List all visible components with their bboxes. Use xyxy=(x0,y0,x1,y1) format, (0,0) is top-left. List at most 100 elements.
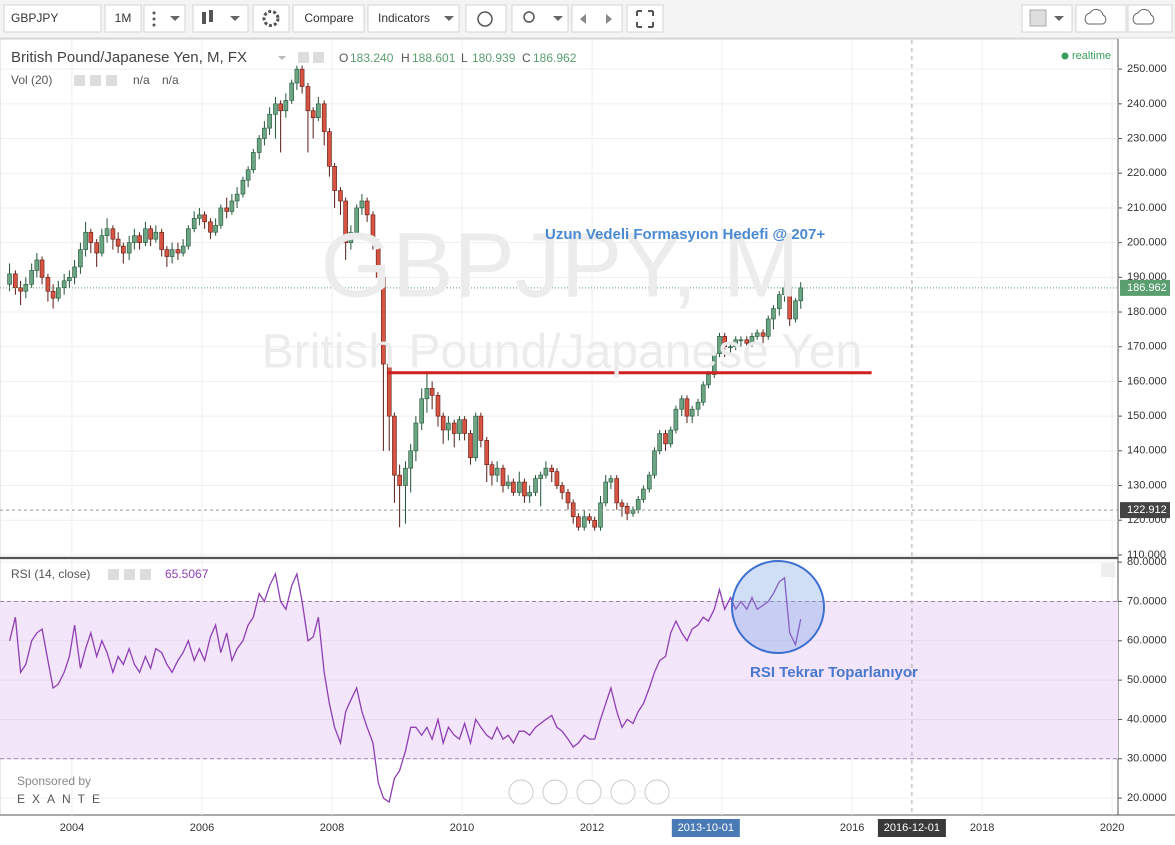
candle-body xyxy=(327,131,332,167)
y-tick-label: 170.000 xyxy=(1127,341,1167,353)
indicators[interactable]: Indicators xyxy=(378,11,430,25)
candle-body xyxy=(440,415,446,431)
candle-body xyxy=(771,308,776,320)
candle-body xyxy=(88,231,94,243)
save-button[interactable] xyxy=(1127,4,1173,33)
candle-body xyxy=(565,492,571,504)
ohlc-name: C xyxy=(522,51,531,65)
candle-body xyxy=(164,249,170,257)
y-tick-label: 240.000 xyxy=(1127,98,1167,110)
candle-body xyxy=(505,481,511,486)
y-tick-label: 60.0000 xyxy=(1127,635,1167,647)
candle-body xyxy=(663,433,668,445)
candle-body xyxy=(392,415,397,476)
candle-body xyxy=(598,502,603,528)
undo-redo[interactable] xyxy=(571,4,623,33)
candle-body xyxy=(251,152,256,171)
candle-body xyxy=(500,467,506,486)
candle-body xyxy=(489,464,495,476)
candle-body xyxy=(191,218,197,230)
rsi-band xyxy=(0,601,1118,759)
candle-body xyxy=(711,353,717,375)
candle-body xyxy=(549,467,555,472)
y-tick-label: 110.000 xyxy=(1127,549,1166,561)
rsi-value: 65.5067 xyxy=(165,567,209,581)
watermark: GBPJPY, M xyxy=(321,214,800,316)
candle-body xyxy=(316,103,321,119)
y-tick-label: 160.000 xyxy=(1127,375,1167,387)
candle-body xyxy=(587,516,592,521)
candle-body xyxy=(332,166,337,191)
candle-body xyxy=(646,474,652,490)
volume-value: n/a xyxy=(133,73,150,87)
candle-body xyxy=(652,450,657,476)
candle-body xyxy=(538,474,543,479)
x-tick-label: 2008 xyxy=(320,822,344,834)
settings-button[interactable] xyxy=(252,4,290,33)
candle-body xyxy=(457,419,462,434)
candle-body xyxy=(468,433,473,459)
maximize-button[interactable] xyxy=(1101,563,1115,577)
y-tick-label: 150.000 xyxy=(1127,410,1167,422)
candle-body xyxy=(451,422,457,434)
symbol-box[interactable] xyxy=(3,4,102,33)
candle-body xyxy=(429,388,435,396)
ohlc-value: 188.601 xyxy=(412,51,456,65)
candle-body xyxy=(240,179,246,195)
interval-box[interactable] xyxy=(104,4,142,33)
candle-body xyxy=(18,287,23,292)
nav-buttons[interactable] xyxy=(508,779,670,805)
candle-body xyxy=(267,113,272,129)
candle-body xyxy=(386,363,392,417)
interval[interactable]: 1M xyxy=(115,11,132,25)
x-tick-label: 2018 xyxy=(970,822,994,834)
candle-body xyxy=(673,408,679,431)
candle-body xyxy=(754,332,760,337)
candle-body xyxy=(115,238,121,247)
symbol[interactable]: GBPJPY xyxy=(11,11,58,25)
candle-body xyxy=(722,336,727,348)
candle-body xyxy=(137,235,142,243)
ohlc-name: H xyxy=(401,51,410,65)
load-button[interactable] xyxy=(1075,4,1127,33)
compare-button[interactable] xyxy=(292,4,365,33)
candle-body xyxy=(39,259,45,278)
candle-body xyxy=(61,280,67,289)
chart-style-button[interactable] xyxy=(192,4,249,33)
ohlc-name: L xyxy=(461,51,468,65)
candle-body xyxy=(760,332,766,337)
candle-body xyxy=(375,242,381,278)
compare[interactable]: Compare xyxy=(304,11,354,25)
candle-body xyxy=(197,214,202,219)
x-tick-label: 2020 xyxy=(1100,822,1124,834)
candle-body xyxy=(126,242,132,254)
fullscreen-button[interactable] xyxy=(626,4,664,33)
menu-button[interactable] xyxy=(143,4,186,33)
candle-body xyxy=(689,408,695,417)
candle-body xyxy=(522,481,527,497)
candle-body xyxy=(381,277,386,365)
y-tick-label: 20.0000 xyxy=(1127,792,1167,804)
x-tick-label: 2004 xyxy=(60,822,84,834)
volume-label: Vol (20) xyxy=(11,73,52,87)
candle-body xyxy=(359,200,365,209)
candle-body xyxy=(798,287,804,302)
candle-body xyxy=(619,502,625,507)
candle-body xyxy=(706,374,711,386)
chart-title: British Pound/Japanese Yen, M, FX xyxy=(11,49,247,66)
candle-body xyxy=(533,478,538,493)
candle-body xyxy=(478,415,484,441)
candle-body xyxy=(527,492,532,497)
candle-body xyxy=(473,415,478,459)
candle-body xyxy=(121,245,126,254)
y-tick-label: 250.000 xyxy=(1127,63,1167,75)
candle-body xyxy=(208,221,213,233)
candle-body xyxy=(419,398,425,424)
candle-body xyxy=(733,339,739,348)
candle-body xyxy=(397,474,402,486)
candle-body xyxy=(614,478,620,504)
candle-body xyxy=(99,235,105,254)
alert-button[interactable] xyxy=(465,4,507,33)
indicators-button[interactable] xyxy=(367,4,460,33)
candle-body xyxy=(484,440,490,466)
